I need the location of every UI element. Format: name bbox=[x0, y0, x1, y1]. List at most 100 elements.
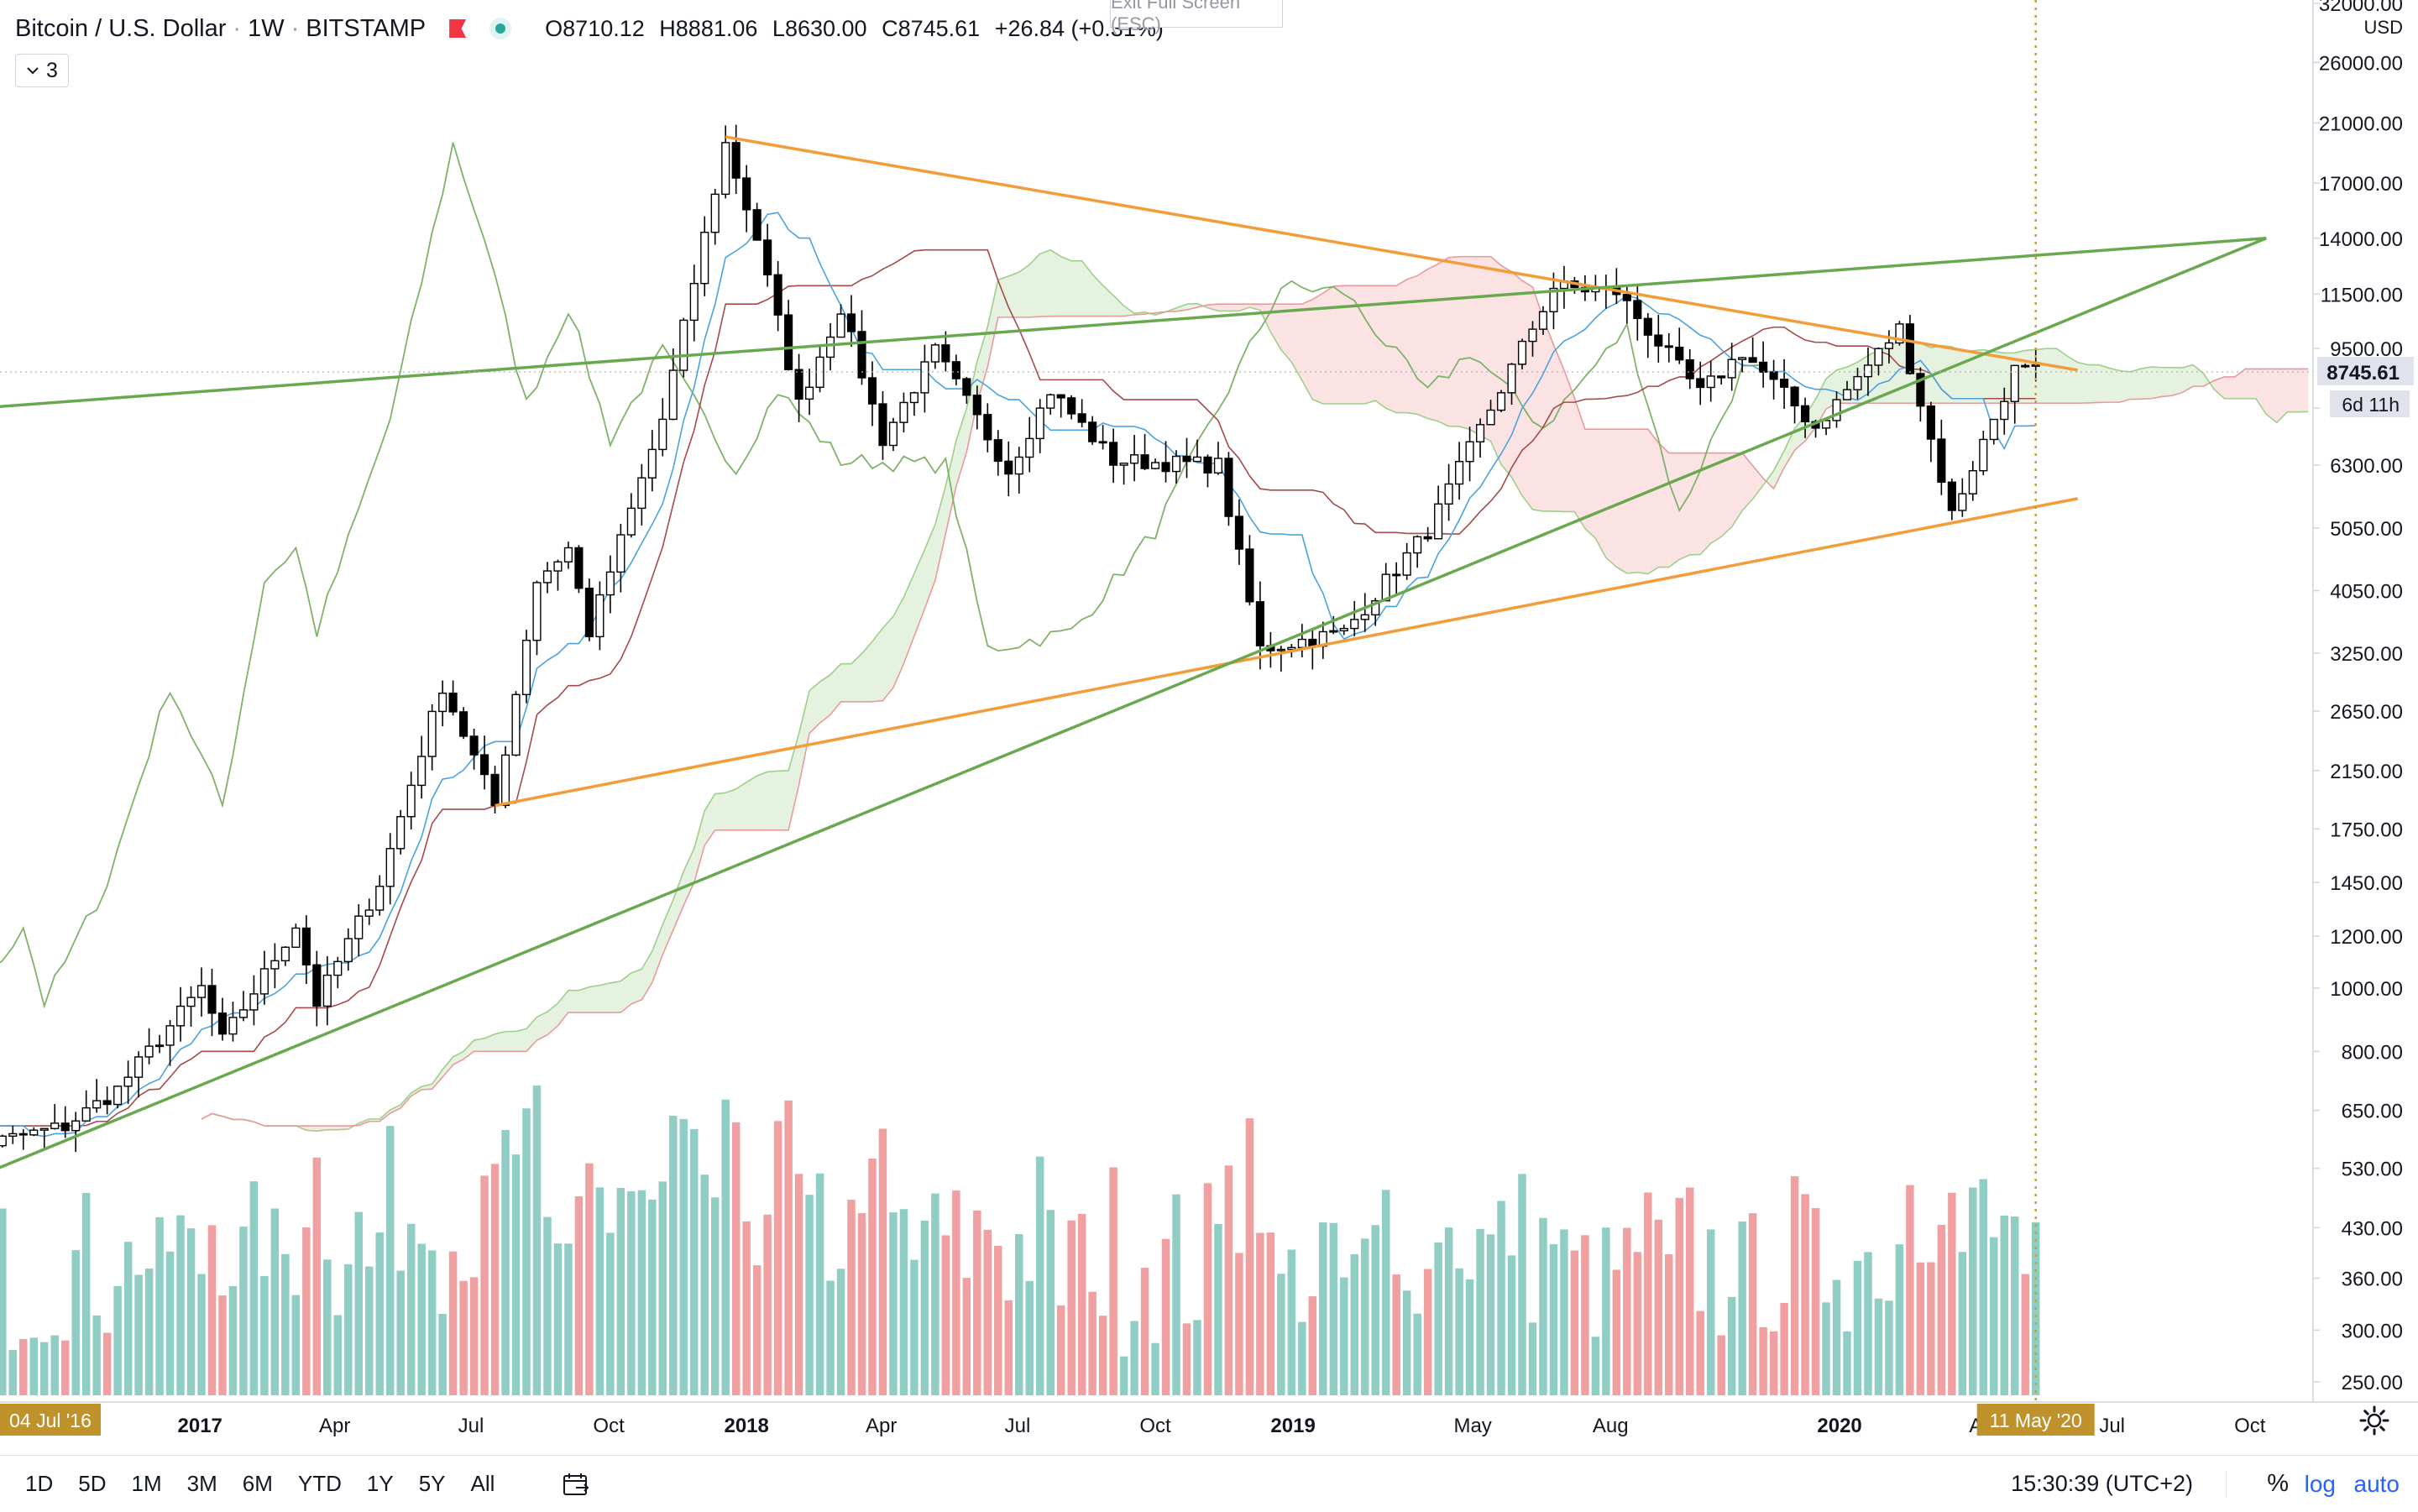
cloud-segment bbox=[1008, 272, 1019, 317]
kijun-line bbox=[0, 249, 2036, 1127]
cloud-segment bbox=[1092, 274, 1103, 317]
volume-bar bbox=[312, 1157, 322, 1395]
price-tick-label: 300.00 bbox=[2342, 1320, 2403, 1342]
volume-bar bbox=[469, 1277, 479, 1395]
range-1m[interactable]: 1M bbox=[131, 1471, 162, 1496]
countdown-tag bbox=[2330, 390, 2410, 417]
cloud-segment bbox=[652, 924, 663, 983]
cloud-segment bbox=[830, 663, 841, 715]
cloud-segment bbox=[976, 327, 988, 403]
volume-bar bbox=[899, 1209, 908, 1395]
candle-body bbox=[175, 1005, 186, 1027]
volume-bar bbox=[920, 1220, 929, 1395]
candle-body bbox=[1884, 342, 1894, 349]
candle-body bbox=[637, 477, 646, 510]
candle-body bbox=[1863, 364, 1873, 378]
candle-body bbox=[626, 507, 636, 536]
cloud-segment bbox=[1553, 344, 1564, 512]
candle-body bbox=[71, 1120, 81, 1132]
auto-scale-toggle[interactable]: auto bbox=[2353, 1470, 2400, 1497]
candle-body bbox=[1413, 536, 1422, 554]
volume-bar bbox=[1591, 1337, 1600, 1395]
gear-icon[interactable] bbox=[2358, 1404, 2391, 1437]
volume-bar bbox=[710, 1197, 720, 1395]
indicators-toggle-button[interactable]: 3 bbox=[15, 54, 69, 87]
candle-body bbox=[259, 968, 269, 995]
cloud-segment bbox=[1532, 286, 1543, 511]
range-5d[interactable]: 5D bbox=[78, 1471, 107, 1496]
cloud-segment bbox=[484, 1033, 495, 1052]
volume-bar bbox=[385, 1126, 395, 1395]
time-tick-label: Oct bbox=[1139, 1415, 1171, 1437]
volume-bar bbox=[2011, 1216, 2019, 1395]
range-6m[interactable]: 6M bbox=[242, 1471, 273, 1496]
exit-fullscreen-hint[interactable]: Exit Full Screen (ESC) bbox=[1110, 0, 1283, 34]
last-price-label: 8745.61 bbox=[2326, 362, 2400, 385]
cloud-segment bbox=[1375, 285, 1386, 409]
candle-body bbox=[1014, 456, 1023, 475]
candle-body bbox=[154, 1044, 165, 1048]
range-5y[interactable]: 5Y bbox=[418, 1471, 446, 1496]
candle-body bbox=[867, 377, 877, 405]
volume-bar bbox=[1381, 1190, 1390, 1395]
volume-bar bbox=[931, 1193, 939, 1395]
candle-body bbox=[1538, 311, 1548, 330]
candle-body bbox=[354, 915, 364, 939]
volume-bar bbox=[1937, 1224, 1946, 1395]
volume-bar bbox=[1581, 1235, 1589, 1395]
volume-bar bbox=[480, 1175, 489, 1395]
volume-bar bbox=[1392, 1274, 1400, 1395]
range-all[interactable]: All bbox=[470, 1471, 495, 1496]
price-tick-label: 26000.00 bbox=[2319, 52, 2403, 75]
candle-body bbox=[1759, 361, 1768, 373]
cloud-segment bbox=[2266, 369, 2277, 423]
range-1y[interactable]: 1Y bbox=[366, 1471, 394, 1496]
market-status-icon[interactable] bbox=[489, 18, 512, 39]
cloud-segment bbox=[1322, 285, 1334, 405]
candle-body bbox=[301, 927, 311, 965]
candle-body bbox=[1434, 503, 1443, 540]
candle-body bbox=[553, 561, 563, 572]
candle-body bbox=[249, 993, 259, 1011]
volume-bar bbox=[1067, 1220, 1076, 1395]
cloud-segment bbox=[756, 772, 768, 830]
range-1d[interactable]: 1D bbox=[25, 1471, 54, 1496]
cloud-segment bbox=[2035, 348, 2047, 404]
candle-body bbox=[846, 313, 856, 332]
volume-bar bbox=[438, 1313, 447, 1395]
volume-bar bbox=[1612, 1269, 1621, 1395]
cloud-segment bbox=[1312, 293, 1323, 405]
candle-body bbox=[1444, 483, 1453, 505]
volume-bar bbox=[354, 1211, 364, 1395]
candle-body bbox=[406, 784, 416, 818]
percent-scale-toggle[interactable]: % bbox=[2267, 1470, 2289, 1497]
range-ytd[interactable]: YTD bbox=[297, 1471, 342, 1496]
cloud-segment bbox=[1417, 269, 1428, 419]
cloud-segment bbox=[2276, 369, 2288, 423]
volume-bar bbox=[962, 1278, 971, 1395]
range-3m[interactable]: 3M bbox=[186, 1471, 217, 1496]
volume-bar bbox=[878, 1128, 887, 1395]
timezone-clock[interactable]: 15:30:39 (UTC+2) bbox=[2011, 1471, 2193, 1496]
cloud-segment bbox=[714, 793, 726, 830]
cloud-segment bbox=[934, 485, 946, 581]
log-scale-toggle[interactable]: log bbox=[2304, 1470, 2336, 1497]
candle-body bbox=[469, 735, 479, 756]
interval-label[interactable]: 1W bbox=[248, 14, 285, 42]
cloud-segment bbox=[2213, 376, 2225, 399]
chevron-down-icon bbox=[27, 67, 39, 75]
flag-icon[interactable] bbox=[449, 19, 467, 38]
calendar-goto-icon[interactable] bbox=[562, 1471, 590, 1498]
symbol-name[interactable]: Bitcoin / U.S. Dollar bbox=[15, 14, 227, 42]
candle-body bbox=[81, 1107, 91, 1122]
start-date-label: 04 Jul '16 bbox=[9, 1410, 92, 1431]
cloud-segment bbox=[1301, 299, 1313, 400]
candle-body bbox=[1821, 420, 1831, 429]
volume-bar bbox=[29, 1337, 38, 1395]
volume-bar bbox=[784, 1100, 793, 1395]
volume-bar bbox=[459, 1280, 468, 1395]
volume-bar bbox=[1340, 1277, 1348, 1395]
candle-body bbox=[1203, 456, 1212, 474]
